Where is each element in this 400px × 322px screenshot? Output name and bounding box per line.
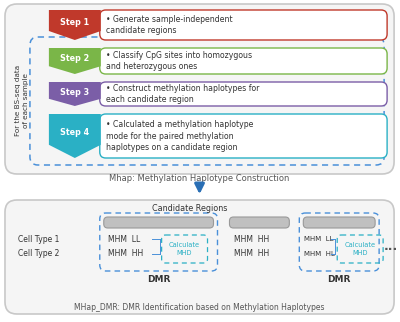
- FancyBboxPatch shape: [5, 4, 394, 174]
- Text: DMR: DMR: [147, 274, 170, 283]
- Text: • Classify CpG sites into homozygous
and heterozygous ones: • Classify CpG sites into homozygous and…: [106, 51, 252, 71]
- Text: • Generate sample-independent
candidate regions: • Generate sample-independent candidate …: [106, 15, 232, 35]
- Text: Step 4: Step 4: [60, 128, 89, 137]
- Text: Calculate
MHD: Calculate MHD: [345, 242, 376, 256]
- Text: Step 3: Step 3: [60, 88, 89, 97]
- Text: Mhap: Methylation Haplotype Construction: Mhap: Methylation Haplotype Construction: [109, 174, 290, 183]
- Polygon shape: [49, 10, 101, 40]
- FancyBboxPatch shape: [230, 217, 289, 228]
- Text: • Calculated a methylation haplotype
mode for the paired methylation
haplotypes : • Calculated a methylation haplotype mod…: [106, 120, 253, 152]
- FancyBboxPatch shape: [100, 114, 387, 158]
- Text: DMR: DMR: [328, 274, 351, 283]
- FancyBboxPatch shape: [303, 217, 375, 228]
- FancyBboxPatch shape: [100, 10, 387, 40]
- Text: MHM  LL: MHM LL: [108, 234, 140, 243]
- FancyBboxPatch shape: [100, 82, 387, 106]
- Text: ...: ...: [384, 240, 398, 252]
- Text: MHap_DMR: DMR Identification based on Methylation Haplotypes: MHap_DMR: DMR Identification based on Me…: [74, 304, 325, 312]
- Text: Calculate
MHD: Calculate MHD: [169, 242, 200, 256]
- Text: Candidate Regions: Candidate Regions: [152, 204, 227, 213]
- Polygon shape: [49, 82, 101, 106]
- Text: Step 1: Step 1: [60, 18, 89, 27]
- Text: MHM  HH: MHM HH: [234, 234, 270, 243]
- FancyBboxPatch shape: [100, 48, 387, 74]
- Polygon shape: [49, 48, 101, 74]
- Text: For the BS-seq data
of each sample: For the BS-seq data of each sample: [15, 64, 29, 136]
- Text: • Construct methylation haplotypes for
each candidate region: • Construct methylation haplotypes for e…: [106, 84, 259, 104]
- Text: MHM  HL: MHM HL: [304, 251, 335, 257]
- Polygon shape: [49, 114, 101, 158]
- FancyBboxPatch shape: [5, 200, 394, 314]
- Text: Cell Type 2: Cell Type 2: [18, 250, 59, 259]
- Text: MHM  HH: MHM HH: [108, 250, 143, 259]
- Text: Step 2: Step 2: [60, 54, 90, 63]
- Text: MHM  HH: MHM HH: [234, 250, 270, 259]
- FancyBboxPatch shape: [104, 217, 214, 228]
- Text: MHM  LL: MHM LL: [304, 236, 334, 242]
- FancyArrowPatch shape: [196, 183, 204, 191]
- Text: Cell Type 1: Cell Type 1: [18, 234, 59, 243]
